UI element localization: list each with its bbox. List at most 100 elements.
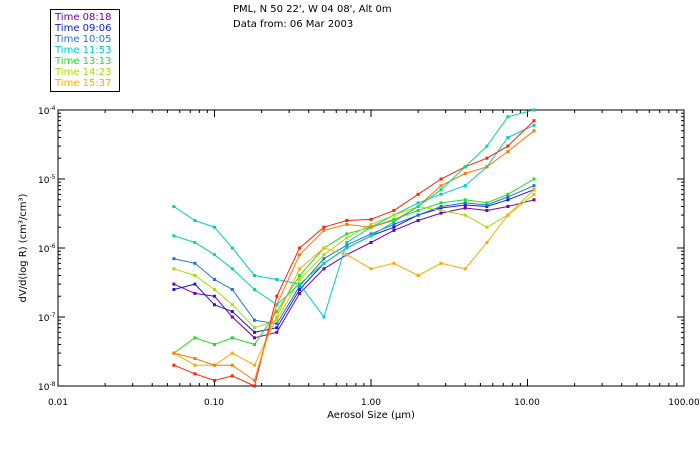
data-point bbox=[485, 203, 489, 207]
data-point bbox=[463, 172, 467, 175]
data-point bbox=[369, 222, 373, 226]
series-line bbox=[173, 178, 535, 354]
data-point bbox=[485, 241, 489, 244]
chart-title-location: PML, N 50 22', W 04 08', Alt 0m bbox=[233, 4, 392, 15]
data-point bbox=[392, 225, 396, 229]
data-point bbox=[439, 211, 443, 215]
data-point bbox=[172, 282, 176, 286]
legend-item: Time 08:18 bbox=[55, 12, 112, 23]
series-line bbox=[173, 109, 535, 306]
data-point bbox=[506, 144, 510, 148]
series-line bbox=[173, 130, 535, 382]
data-point bbox=[253, 326, 256, 330]
data-point bbox=[369, 241, 373, 244]
data-point bbox=[230, 363, 234, 367]
data-point bbox=[463, 206, 467, 210]
data-point bbox=[298, 274, 302, 277]
data-point bbox=[253, 379, 256, 382]
data-point bbox=[298, 284, 302, 288]
data-point bbox=[213, 294, 216, 298]
data-point bbox=[253, 336, 256, 340]
data-point bbox=[230, 374, 234, 378]
data-point bbox=[230, 351, 234, 355]
data-point bbox=[253, 343, 256, 346]
x-tick-label: 100.00 bbox=[668, 398, 700, 408]
data-point bbox=[345, 246, 349, 250]
data-point bbox=[532, 129, 536, 133]
data-point bbox=[463, 201, 467, 205]
data-point bbox=[322, 261, 326, 265]
data-point bbox=[345, 222, 349, 226]
data-point bbox=[230, 303, 234, 307]
data-point bbox=[230, 246, 234, 250]
y-tick-label: 10-5 bbox=[38, 174, 56, 186]
data-point bbox=[485, 156, 489, 160]
data-point bbox=[416, 192, 420, 196]
data-point bbox=[275, 322, 279, 326]
data-point bbox=[439, 192, 443, 196]
x-tick-label: 0.10 bbox=[204, 398, 224, 408]
data-point bbox=[345, 232, 349, 236]
data-point bbox=[392, 209, 396, 212]
data-point bbox=[193, 261, 197, 265]
data-point bbox=[439, 205, 443, 208]
data-point bbox=[506, 195, 510, 199]
data-point bbox=[298, 253, 302, 257]
chart-title-date: Data from: 06 Mar 2003 bbox=[233, 19, 354, 30]
data-point bbox=[253, 274, 256, 277]
data-point bbox=[230, 336, 234, 340]
data-point bbox=[463, 165, 467, 169]
data-point bbox=[416, 219, 420, 222]
data-point bbox=[253, 318, 256, 322]
data-point bbox=[275, 330, 279, 334]
data-point bbox=[485, 165, 489, 169]
legend-item: Time 13:13 bbox=[55, 56, 112, 67]
data-point bbox=[193, 219, 197, 222]
data-point bbox=[322, 257, 326, 261]
data-point bbox=[213, 303, 216, 307]
data-point bbox=[230, 267, 234, 271]
data-point bbox=[345, 219, 349, 222]
y-tick-label: 10-7 bbox=[38, 312, 56, 324]
data-point bbox=[532, 123, 536, 127]
data-point bbox=[416, 205, 420, 208]
data-point bbox=[230, 310, 234, 313]
data-point bbox=[253, 384, 256, 388]
data-point bbox=[298, 291, 302, 295]
series-layer bbox=[172, 108, 536, 388]
data-point bbox=[463, 198, 467, 202]
data-point bbox=[345, 236, 349, 240]
data-point bbox=[463, 184, 467, 188]
x-axis-label: Aerosol Size (µm) bbox=[327, 410, 415, 421]
data-point bbox=[213, 225, 216, 229]
series-line bbox=[173, 189, 535, 333]
x-tick-label: 0.01 bbox=[48, 398, 68, 408]
data-point bbox=[298, 288, 302, 291]
data-point bbox=[193, 363, 197, 367]
data-point bbox=[213, 343, 216, 346]
data-point bbox=[439, 209, 443, 212]
data-point bbox=[172, 363, 176, 367]
data-point bbox=[532, 192, 536, 196]
data-point bbox=[416, 213, 420, 217]
data-point bbox=[275, 294, 279, 298]
data-point bbox=[230, 315, 234, 319]
data-point bbox=[275, 326, 279, 330]
data-point bbox=[193, 282, 197, 286]
data-point bbox=[416, 209, 420, 212]
data-point bbox=[193, 372, 197, 376]
data-point bbox=[439, 184, 443, 188]
data-point bbox=[172, 205, 176, 208]
legend-item: Time 14:23 bbox=[55, 67, 112, 78]
data-point bbox=[172, 288, 176, 291]
data-point bbox=[369, 217, 373, 221]
data-point bbox=[322, 228, 326, 232]
data-point bbox=[506, 136, 510, 139]
data-point bbox=[506, 192, 510, 196]
data-point bbox=[253, 330, 256, 334]
data-point bbox=[193, 291, 197, 295]
data-point bbox=[369, 232, 373, 236]
data-point bbox=[532, 184, 536, 188]
data-point bbox=[275, 310, 279, 313]
